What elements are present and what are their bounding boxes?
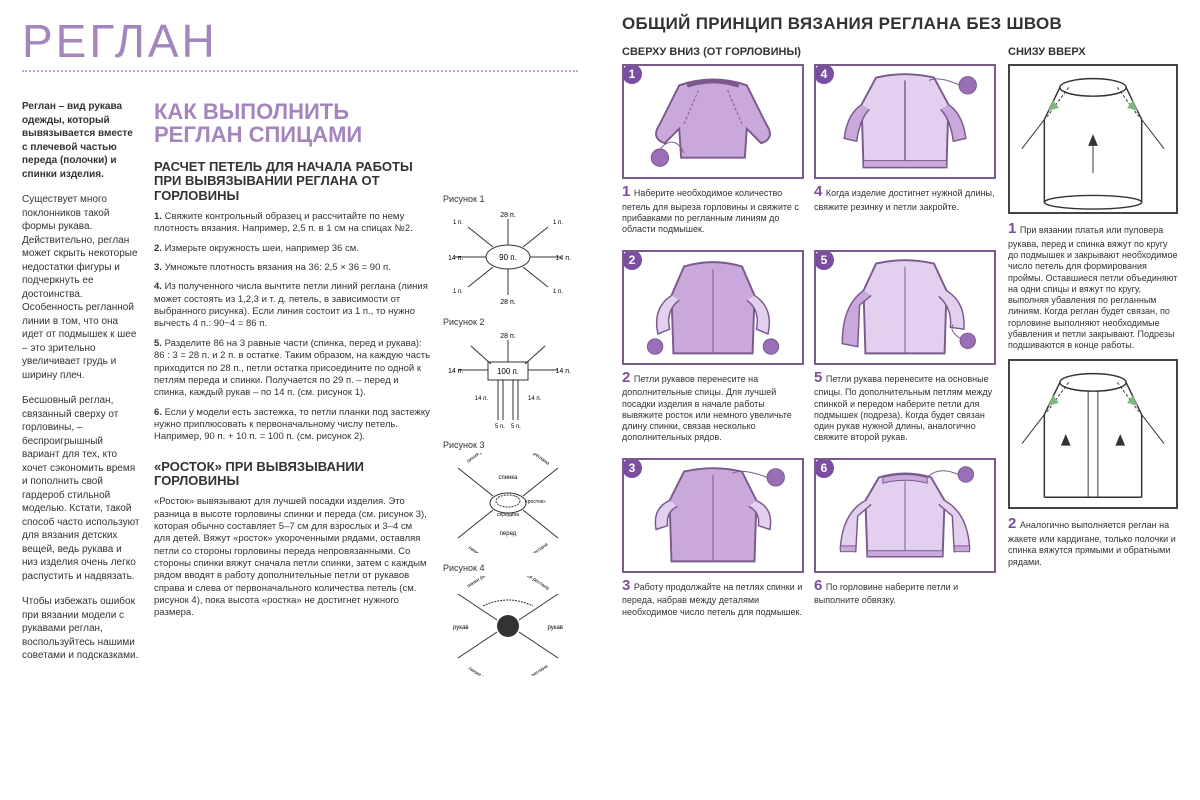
step-1: 1 1 Наберите необходимое количество пете… (622, 64, 804, 244)
svg-text:линия реглана: линия реглана (518, 576, 550, 592)
svg-text:линия реглана: линия реглана (467, 545, 498, 553)
svg-text:линия реглана: линия реглана (518, 542, 549, 553)
diag4-label: Рисунок 4 (443, 563, 578, 573)
svg-text:1 п.: 1 п. (553, 220, 563, 226)
svg-text:28 п.: 28 п. (500, 299, 516, 306)
svg-text:14 п.: 14 п. (556, 255, 572, 262)
calc-step-6: 6. Если у модели есть застежка, то петли… (154, 407, 431, 444)
svg-text:5 п.: 5 п. (511, 424, 521, 430)
topdown-block: СВЕРХУ ВНИЗ (ОТ ГОРЛОВИНЫ) 1 (622, 46, 996, 632)
calc-step-2: 2. Измерьте окружность шеи, например 36 … (154, 243, 431, 255)
svg-text:1 п.: 1 п. (453, 289, 463, 295)
page-right: ОБЩИЙ ПРИНЦИП ВЯЗАНИЯ РЕГЛАНА БЕЗ ШВОВ С… (600, 0, 1200, 800)
svg-text:линия реглана: линия реглана (519, 453, 550, 467)
step-1-text: 1 Наберите необходимое количество петель… (622, 183, 804, 236)
step-2-text: 2 Петли рукавов перенесите на дополнител… (622, 369, 804, 444)
step-1-illustration (624, 66, 802, 177)
svg-text:рукав: рукав (453, 625, 469, 631)
dotted-rule (22, 70, 578, 72)
svg-text:«росток»: «росток» (525, 499, 546, 505)
step-6-illustration (816, 460, 994, 571)
subtitle-how-to: КАК ВЫПОЛНИТЬ РЕГЛАН СПИЦАМИ (154, 100, 431, 146)
step-2-illustration (624, 252, 802, 363)
step-5-badge: 5 (814, 250, 834, 270)
section-rostok-title: «РОСТОК» ПРИ ВЫВЯЗЫВАНИИ ГОРЛОВИНЫ (154, 460, 431, 489)
svg-text:100 п.: 100 п. (497, 367, 519, 376)
svg-text:рукав: рукав (547, 625, 563, 631)
calc-step-3: 3. Умножьте плотность вязания на 36: 2,5… (154, 262, 431, 274)
col1-head: СВЕРХУ ВНИЗ (ОТ ГОРЛОВИНЫ) (622, 46, 996, 58)
svg-text:линия реглана: линия реглана (517, 664, 549, 676)
calc-step-5: 5. Разделите 86 на 3 равные части (спинк… (154, 338, 431, 400)
step-3-text: 3 Работу продолжайте на петлях спинки и … (622, 577, 804, 618)
schema-cardigan (1008, 359, 1178, 509)
svg-text:5 п.: 5 п. (495, 424, 505, 430)
intro-para-1: Существует много поклонников такой формы… (22, 193, 140, 382)
svg-text:14 п.: 14 п. (448, 368, 464, 375)
bottomup-block: СНИЗУ ВВЕРХ (1008, 46, 1178, 632)
diagram-3: спинка перед середина «росток» линия рег… (443, 453, 573, 553)
diag2-label: Рисунок 2 (443, 317, 578, 327)
step-4: 4 4 Когда изделие достигнет нужной длины… (814, 64, 996, 244)
step-1-badge: 1 (622, 64, 642, 84)
page-left: РЕГЛАН Реглан – вид рукава одежды, котор… (0, 0, 600, 800)
col2-head: СНИЗУ ВВЕРХ (1008, 46, 1178, 58)
calc-step-1: 1. Свяжите контрольный образец и рассчит… (154, 211, 431, 236)
diagram-2: 100 п. 28 п. 14 п. 14 п. 14 п. 14 п. 5 п… (443, 330, 573, 430)
step-3-illustration (624, 460, 802, 571)
svg-text:14 п.: 14 п. (556, 368, 572, 375)
section-calc-title: РАСЧЕТ ПЕТЕЛЬ ДЛЯ НАЧАЛА РАБОТЫ ПРИ ВЫВЯ… (154, 160, 431, 203)
diag3-label: Рисунок 3 (443, 440, 578, 450)
step-4-text: 4 Когда изделие достигнет нужной длины, … (814, 183, 996, 213)
svg-text:середина: середина (497, 512, 519, 518)
svg-text:перед: перед (500, 531, 517, 537)
step-2: 2 2 Петли рукавов перенесите на дополнит… (622, 250, 804, 452)
title-reglan: РЕГЛАН (22, 18, 578, 64)
svg-text:90 п.: 90 п. (499, 253, 517, 262)
intro-para-3: Чтобы избежать ошибок при вязании модели… (22, 595, 140, 663)
svg-text:линия реглана: линия реглана (467, 666, 499, 676)
right-columns: СВЕРХУ ВНИЗ (ОТ ГОРЛОВИНЫ) 1 (622, 46, 1178, 632)
step-4-illustration (816, 66, 994, 177)
diagram-4: рукав рукав линия реглана линия реглана … (443, 576, 573, 676)
left-sidebar: Реглан – вид рукава одежды, который вывя… (22, 100, 140, 782)
step-6-text: 6 По горловине наберите петли и выполнит… (814, 577, 996, 607)
svg-text:28 п.: 28 п. (500, 212, 516, 219)
calc-step-4: 4. Из полученного числа вычтите петли ли… (154, 281, 431, 330)
step-3-badge: 3 (622, 458, 642, 478)
schema-pullover (1008, 64, 1178, 214)
svg-text:спинка: спинка (498, 475, 518, 481)
left-text-column: КАК ВЫПОЛНИТЬ РЕГЛАН СПИЦАМИ РАСЧЕТ ПЕТЕ… (154, 100, 431, 782)
diag1-label: Рисунок 1 (443, 194, 578, 204)
step-3: 3 3 Работу продолжайте на петлях спинки … (622, 458, 804, 626)
right-page-title: ОБЩИЙ ПРИНЦИП ВЯЗАНИЯ РЕГЛАНА БЕЗ ШВОВ (622, 14, 1178, 34)
svg-text:28 п.: 28 п. (500, 333, 516, 340)
diagram-1: 90 п. 28 п. 28 п. 14 п. 14 п. 1 п. 1 п. … (443, 207, 573, 307)
step-5: 5 5 Петли рукава перенесите на основные … (814, 250, 996, 452)
intro-para-2: Бесшовный реглан, связанный сверху от го… (22, 394, 140, 583)
left-diagram-column: Рисунок 1 90 п. 28 п. 28 п. 14 п. 14 п. … (443, 100, 578, 782)
svg-text:14 п.: 14 п. (528, 396, 542, 402)
svg-text:линия реглана: линия реглана (466, 576, 498, 590)
bottomup-text-1: 1 При вязании платья или пуловера рукава… (1008, 220, 1178, 351)
svg-text:14 п.: 14 п. (475, 396, 489, 402)
step-4-badge: 4 (814, 64, 834, 84)
svg-text:1 п.: 1 п. (453, 220, 463, 226)
step-2-badge: 2 (622, 250, 642, 270)
bottomup-text-2: 2 Аналогично выполняется реглан на жакет… (1008, 515, 1178, 568)
svg-text:линия реглана: линия реглана (466, 453, 497, 465)
svg-text:1 п.: 1 п. (553, 289, 563, 295)
step-6: 6 6 (814, 458, 996, 626)
step-5-text: 5 Петли рукава перенесите на основные сп… (814, 369, 996, 444)
step-5-illustration (816, 252, 994, 363)
rostok-text: «Росток» вывязывают для лучшей посадки и… (154, 496, 431, 619)
left-main: КАК ВЫПОЛНИТЬ РЕГЛАН СПИЦАМИ РАСЧЕТ ПЕТЕ… (154, 100, 578, 782)
svg-text:14 п.: 14 п. (448, 255, 464, 262)
intro-definition: Реглан – вид рукава одежды, который вывя… (22, 100, 140, 181)
step-6-badge: 6 (814, 458, 834, 478)
